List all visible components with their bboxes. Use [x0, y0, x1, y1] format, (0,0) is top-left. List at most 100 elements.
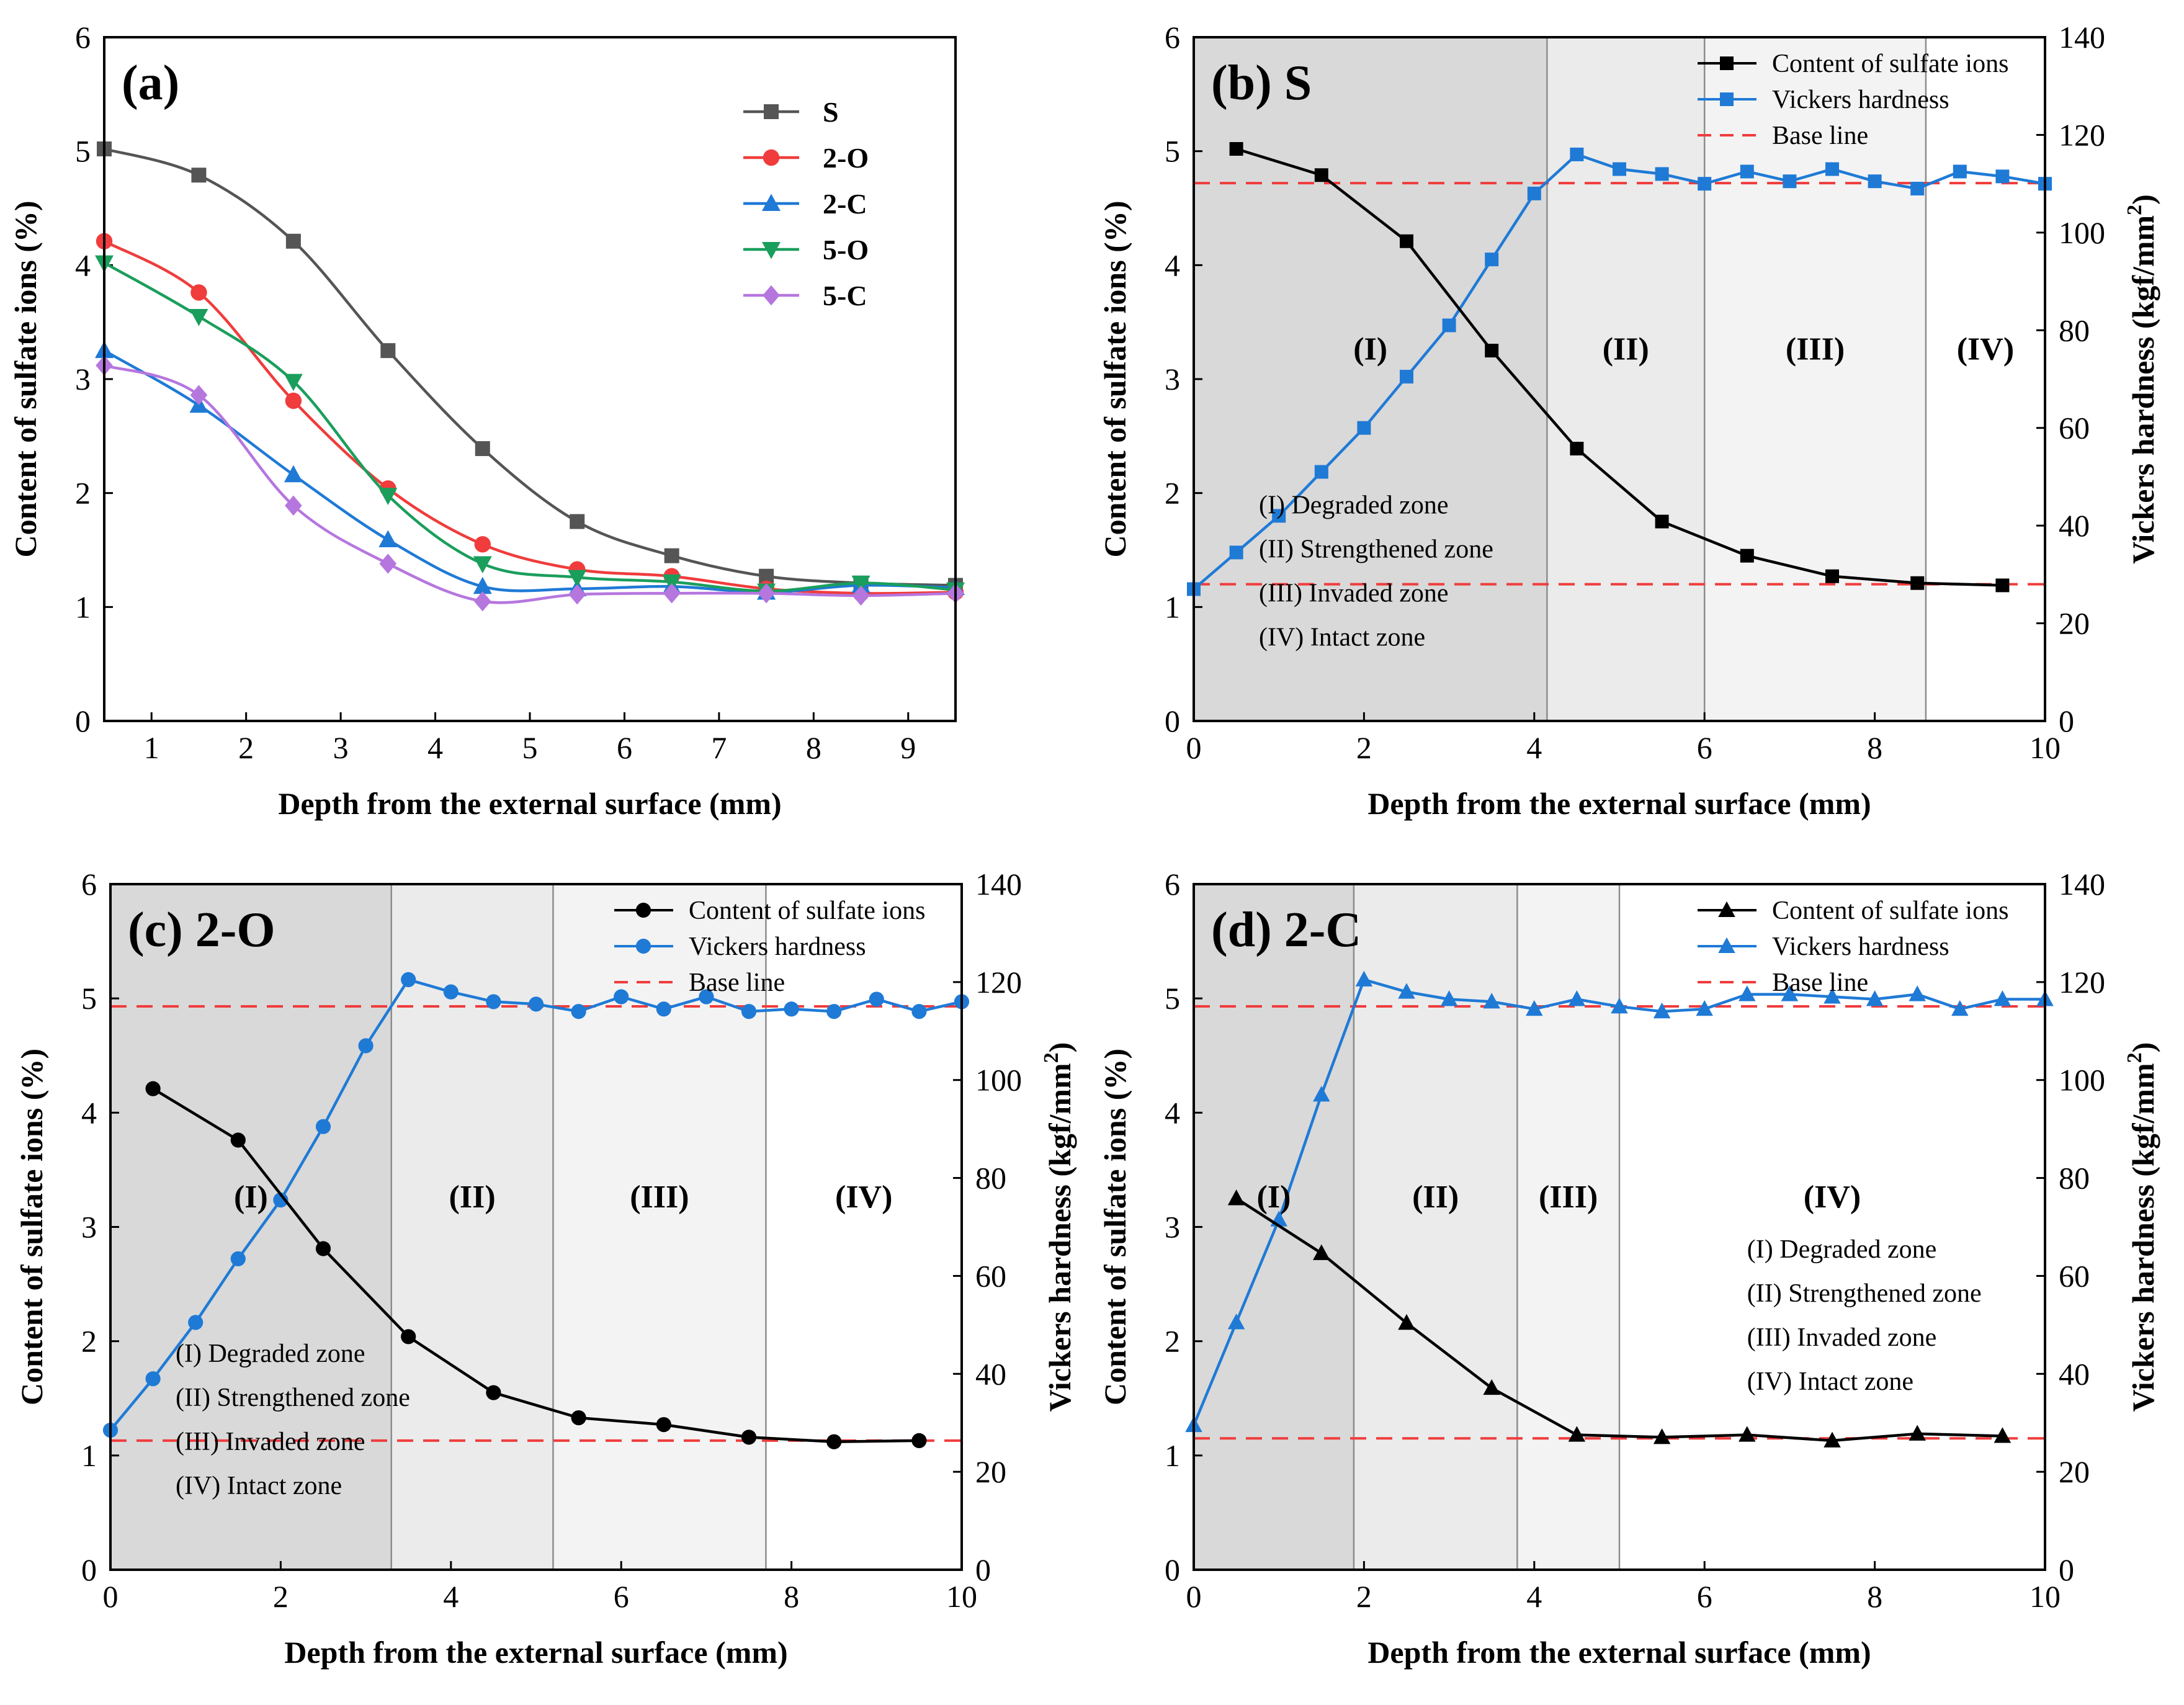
panel-b-hardness-point — [1910, 182, 1925, 196]
panel-a-ytick-label: 6 — [75, 20, 91, 55]
panel-a-point-2-C — [284, 465, 303, 483]
panel-c-y2label: Vickers hardness (kgf/mm2) — [1040, 1042, 1077, 1412]
panel-b-zone-label: (I) — [1353, 331, 1387, 367]
panel-b-zone-shade — [1704, 37, 1926, 721]
panel-b-hardness-point — [1953, 164, 1967, 179]
panel-c-hardness-point — [401, 972, 416, 988]
panel-a-point-S — [664, 548, 679, 563]
panel-c-zone-description: (I) Degraded zone — [176, 1340, 365, 1368]
panel-d-plot-frame — [1193, 883, 2046, 1571]
panel-c-xtick-label: 10 — [946, 1579, 977, 1614]
panel-c-hardness-point — [656, 1001, 671, 1017]
panel-c-y2label-end: ) — [1042, 1042, 1077, 1053]
panel-c-hardness-point — [869, 991, 884, 1007]
panel-a-point-5-C — [473, 591, 491, 612]
panel-d-legend-label: Vickers hardness — [1772, 933, 1949, 961]
panel-d-sulfate-line — [1235, 1197, 2003, 1443]
panel-a-point-S — [380, 343, 396, 359]
panel-a-point-5-C — [852, 585, 870, 606]
panel-c-sulfate-point — [741, 1430, 757, 1445]
panel-a-point-5-O — [568, 570, 587, 588]
panel-b-sulfate-point — [1995, 578, 2010, 593]
panel-d-y2label: Vickers hardness (kgf/mm2) — [2123, 1042, 2160, 1412]
panel-c-y2tick-label: 100 — [975, 1063, 1022, 1098]
panel-b-y2tick-label: 80 — [2059, 313, 2090, 347]
panel-a-xtick-label: 8 — [806, 730, 821, 765]
panel-b-hardness-point — [1272, 509, 1286, 523]
panel-a-ytick-label: 3 — [75, 362, 91, 396]
panel-d-hardness-point — [1696, 1000, 1713, 1016]
panel-d-xtick-label: 10 — [2030, 1579, 2061, 1614]
panel-b-legend-marker — [1720, 92, 1734, 106]
panel-d-xtick-label: 2 — [1356, 1579, 1372, 1614]
panel-c-ylabel: Content of sulfate ions (%) — [14, 1049, 49, 1405]
panel-a-xtick-label: 5 — [522, 730, 538, 765]
panel-c-hardness-point — [145, 1371, 161, 1387]
panel-c-hardness-point — [699, 989, 714, 1005]
panel-b-sulfate-point — [1910, 576, 1925, 590]
panel-a-legend-label-5-O: 5-O — [823, 234, 869, 266]
panel-b-y2label-sup: 2 — [2123, 205, 2146, 215]
panel-c-title: (c) 2-O — [128, 903, 275, 957]
panel-a-point-2-O — [190, 284, 207, 301]
panel-c-legend-label: Base line — [689, 969, 785, 997]
panel-b-hardness-point — [1570, 147, 1584, 161]
panel-a-xlabel: Depth from the external surface (mm) — [278, 786, 781, 821]
panel-d-hardness-point — [1227, 1313, 1245, 1330]
panel-c-hardness-point — [784, 1001, 799, 1017]
panel-b-hardness-point — [1527, 186, 1541, 200]
panel-a-point-2-C — [378, 530, 398, 547]
panel-c-hardness-point — [230, 1251, 246, 1266]
panel-d-hardness-point — [1313, 1086, 1330, 1102]
panel-a-point-5-C — [190, 385, 208, 405]
panel-d-hardness-point — [1653, 1002, 1671, 1019]
panel-c-sulfate-line — [152, 1087, 920, 1443]
panel-d-hardness-point — [1355, 970, 1373, 987]
panel-b-xtick-label: 8 — [1867, 730, 1882, 765]
panel-a-ytick-label: 1 — [75, 589, 91, 624]
panel-b-legend-label: Content of sulfate ions — [1772, 50, 2008, 78]
panel-c-y2tick-label: 40 — [975, 1356, 1006, 1391]
panel-c-y2label-sup: 2 — [1040, 1052, 1063, 1063]
panel-b-sulfate-point — [1229, 141, 1243, 156]
panel-d-y2tick-label: 100 — [2059, 1063, 2105, 1098]
panel-a-legend-label-5-C: 5-C — [823, 280, 867, 311]
panel-c-xtick-label: 8 — [784, 1579, 799, 1614]
panel-d-ytick-label: 3 — [1165, 1210, 1180, 1245]
panel-c-zone-description: (II) Strengthened zone — [176, 1384, 410, 1412]
panel-d-hardness-point — [1398, 983, 1415, 999]
panel-b-ytick-label: 0 — [1165, 704, 1180, 738]
panel-c-hardness-point — [571, 1004, 586, 1019]
panel-c-y2tick-label: 140 — [975, 867, 1022, 902]
panel-b-hardness-point — [1655, 167, 1669, 181]
panel-c-hardness-point — [741, 1004, 757, 1019]
panel-d-zone-description: (II) Strengthened zone — [1747, 1279, 1982, 1308]
panel-a-point-S — [285, 233, 301, 249]
panel-c-hardness-point — [614, 989, 629, 1005]
panel-b-ytick-label: 5 — [1165, 134, 1180, 169]
panel-b-zone-shade — [1194, 37, 1547, 721]
panel-a-ylabel: Content of sulfate ions (%) — [8, 201, 43, 558]
panel-d-sulfate-point — [1568, 1426, 1586, 1442]
panel-d-y2label-sup: 2 — [2123, 1052, 2146, 1063]
panel-b-sulfate-point — [1485, 344, 1499, 358]
panel-d-ytick-label: 5 — [1165, 981, 1180, 1016]
panel-c-y2tick-label: 80 — [975, 1161, 1006, 1196]
panel-d-hardness-point — [1739, 985, 1756, 1001]
panel-d-sulfate-point — [1227, 1189, 1245, 1206]
panel-d-zone-shade — [1194, 884, 1354, 1570]
panel-d-ytick-label: 4 — [1165, 1095, 1180, 1130]
panel-d-legend-marker — [1718, 937, 1735, 953]
panel-c-sulfate-point — [656, 1417, 671, 1433]
panel-d-zone-description: (III) Invaded zone — [1747, 1323, 1936, 1352]
panel-c-legend-marker — [635, 938, 651, 954]
panel-c-ytick-label: 3 — [81, 1210, 97, 1245]
panel-a-point-5-C — [568, 584, 586, 605]
panel-b-sulfate-point — [1400, 234, 1413, 248]
panel-a-point-S — [570, 514, 585, 529]
panel-b-xlabel: Depth from the external surface (mm) — [1367, 786, 1871, 821]
panel-c-hardness-point — [188, 1315, 204, 1330]
panel-c-ytick-label: 0 — [81, 1552, 97, 1587]
panel-c-ytick-label: 1 — [81, 1438, 97, 1473]
